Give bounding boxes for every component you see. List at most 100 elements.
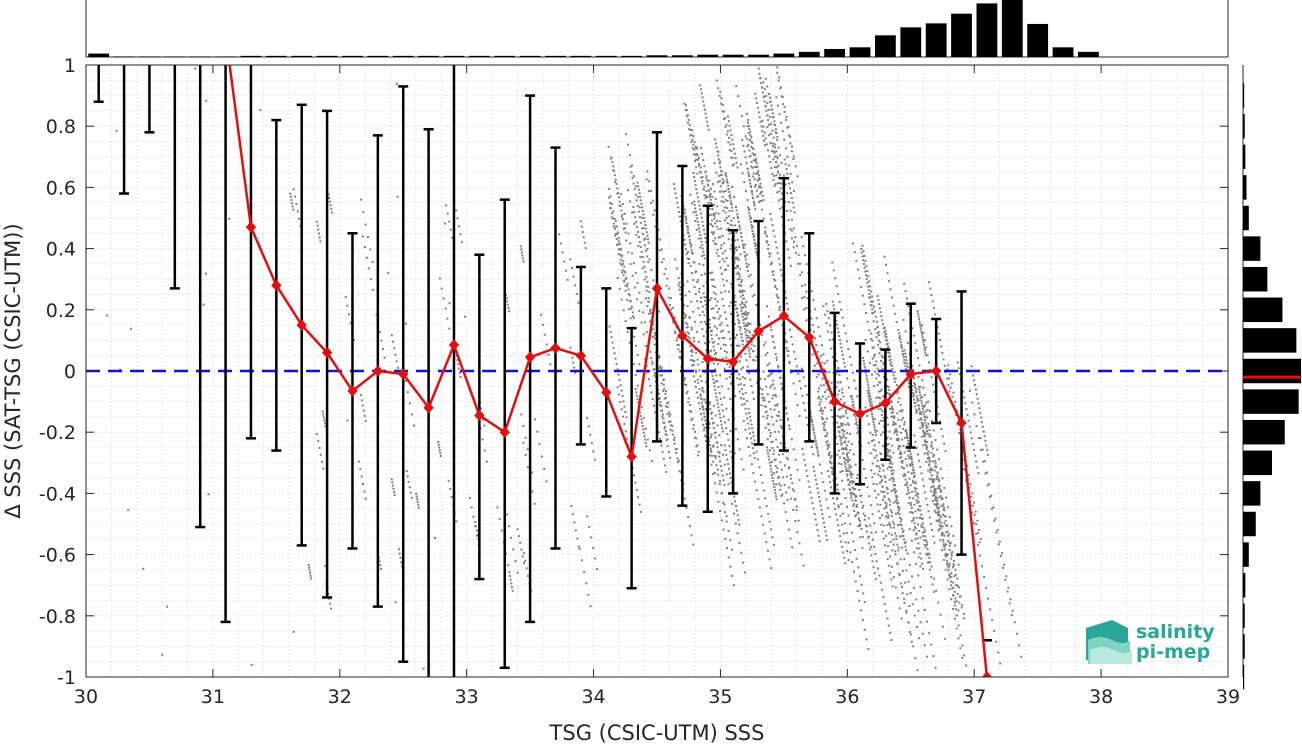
scatter-point	[895, 490, 898, 493]
scatter-point	[688, 315, 691, 318]
scatter-point	[649, 308, 652, 311]
scatter-point	[768, 449, 771, 452]
scatter-point	[619, 262, 622, 265]
scatter-point	[748, 127, 751, 130]
scatter-point	[903, 558, 906, 561]
scatter-point	[710, 433, 713, 436]
scatter-point	[880, 453, 883, 456]
scatter-point	[742, 322, 745, 325]
scatter-point	[762, 523, 765, 526]
scatter-point	[369, 278, 372, 281]
scatter-point	[713, 203, 716, 206]
scatter-point	[708, 340, 711, 343]
scatter-point	[774, 464, 777, 467]
scatter-point	[666, 406, 669, 409]
scatter-point	[399, 556, 402, 559]
scatter-point	[903, 349, 906, 352]
scatter-point	[621, 203, 624, 206]
scatter-point	[935, 519, 938, 522]
scatter-point	[927, 552, 930, 555]
scatter-point	[713, 242, 716, 245]
scatter-point	[942, 541, 945, 544]
scatter-point	[844, 423, 847, 426]
scatter-point	[783, 106, 786, 109]
scatter-point	[764, 232, 767, 235]
scatter-point	[636, 298, 639, 301]
scatter-point	[745, 262, 748, 265]
scatter-point	[896, 495, 899, 498]
scatter-point	[378, 330, 381, 333]
scatter-point	[779, 484, 782, 487]
scatter-point	[639, 245, 642, 248]
scatter-point	[699, 146, 702, 149]
scatter-point	[903, 282, 906, 285]
scatter-point	[677, 206, 680, 209]
scatter-point	[867, 289, 870, 292]
scatter-point	[869, 452, 872, 455]
scatter-point	[871, 339, 874, 342]
scatter-point	[701, 361, 704, 364]
scatter-point	[912, 518, 915, 521]
scatter-point	[697, 237, 700, 240]
scatter-point	[744, 258, 747, 261]
scatter-point	[908, 477, 911, 480]
scatter-point	[812, 453, 815, 456]
scatter-point	[919, 412, 922, 415]
scatter-point	[754, 480, 757, 483]
scatter-point	[791, 218, 794, 221]
x-tick-label: 32	[328, 686, 352, 708]
scatter-point	[709, 447, 712, 450]
mean-marker	[448, 339, 460, 351]
scatter-point	[865, 374, 868, 377]
scatter-point	[892, 469, 895, 472]
scatter-point	[896, 512, 899, 515]
scatter-point	[722, 209, 725, 212]
scatter-point	[939, 690, 941, 692]
scatter-point	[933, 390, 936, 393]
scatter-point	[769, 161, 772, 164]
scatter-point	[875, 396, 878, 399]
scatter-point	[810, 496, 813, 499]
scatter-point	[669, 303, 672, 306]
scatter-point	[841, 391, 844, 394]
scatter-point	[907, 471, 910, 474]
scatter-point	[889, 393, 892, 396]
scatter-point	[638, 363, 641, 366]
top-histogram-bar	[1027, 23, 1049, 57]
scatter-point	[521, 254, 524, 257]
scatter-point	[917, 500, 920, 503]
scatter-point	[673, 187, 676, 190]
scatter-point	[678, 288, 681, 291]
scatter-point	[842, 435, 845, 438]
scatter-point	[918, 320, 921, 323]
scatter-point	[663, 427, 666, 430]
scatter-point	[946, 368, 949, 371]
scatter-point	[871, 357, 874, 360]
scatter-point	[760, 334, 763, 337]
scatter-point	[740, 458, 743, 461]
scatter-point	[720, 97, 723, 100]
scatter-point	[753, 439, 756, 442]
scatter-point	[654, 225, 657, 228]
scatter-point	[768, 115, 771, 118]
scatter-point	[711, 183, 714, 186]
scatter-point	[689, 245, 692, 248]
scatter-point	[676, 457, 679, 460]
scatter-point	[828, 443, 831, 446]
scatter-point	[827, 454, 830, 457]
scatter-point	[755, 97, 758, 100]
scatter-point	[617, 393, 620, 396]
scatter-point	[742, 144, 745, 147]
scatter-point	[780, 192, 783, 195]
scatter-point	[939, 527, 942, 530]
scatter-point	[770, 415, 773, 418]
scatter-point	[899, 523, 902, 526]
scatter-point	[742, 397, 745, 400]
scatter-point	[308, 566, 311, 569]
scatter-point	[927, 361, 930, 364]
scatter-point	[629, 242, 632, 245]
scatter-point	[772, 178, 775, 181]
scatter-point	[879, 419, 882, 422]
scatter-point	[204, 272, 207, 275]
scatter-point	[651, 199, 654, 202]
